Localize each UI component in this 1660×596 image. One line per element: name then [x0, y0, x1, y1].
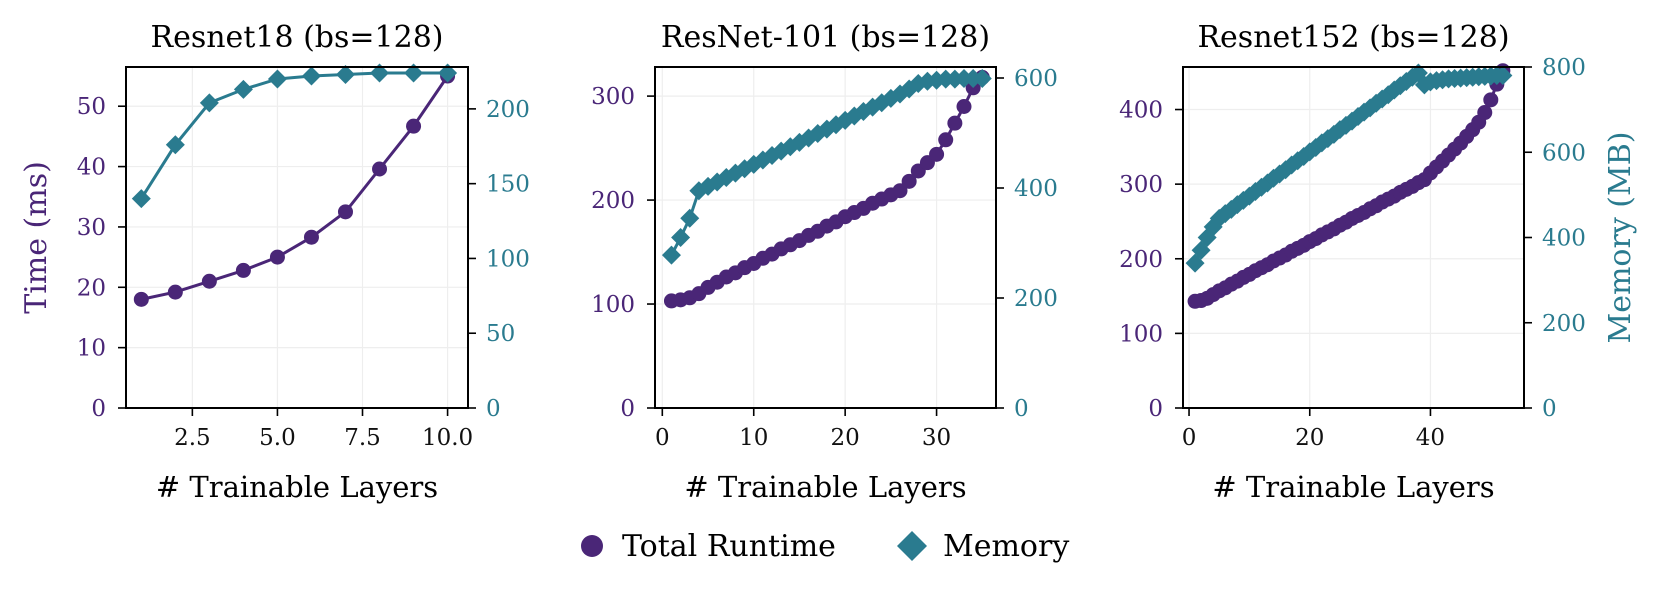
x-axis-label: # Trainable Layers	[156, 470, 438, 504]
runtime-point	[892, 183, 908, 199]
y-left-tick-label: 100	[1119, 321, 1163, 347]
runtime-series-line	[140, 75, 449, 301]
memory-series-line	[140, 71, 448, 200]
y-right-tick-label: 0	[486, 396, 501, 422]
x-axis-label: # Trainable Layers	[1212, 470, 1494, 504]
y-right-tick-label: 400	[1542, 226, 1586, 252]
y-left-tick-label: 40	[77, 155, 106, 181]
runtime-point	[947, 115, 963, 131]
x-tick-label: 20	[1295, 425, 1324, 451]
legend-memory-marker	[897, 531, 927, 561]
runtime-point	[133, 291, 149, 307]
memory-point	[438, 63, 458, 83]
runtime-point	[938, 132, 954, 148]
chart-title: ResNet-101 (bs=128)	[661, 20, 990, 55]
runtime-point	[303, 229, 319, 245]
y-left-tick-label: 200	[1119, 247, 1163, 273]
y-left-tick-label: 400	[1119, 98, 1163, 124]
y-left-tick-label: 300	[1119, 172, 1163, 198]
memory-point	[671, 228, 691, 247]
y-right-tick-label: 200	[486, 97, 530, 123]
x-tick-label: 2.5	[174, 425, 211, 451]
x-tick-label: 7.5	[344, 425, 381, 451]
memory-series-line	[1193, 70, 1503, 264]
chart-title: Resnet152 (bs=128)	[1197, 20, 1509, 55]
y-left-tick-label: 50	[77, 94, 106, 120]
y-right-tick-label: 0	[1014, 396, 1029, 422]
y-left-axis-label: Time (ms)	[19, 161, 54, 314]
memory-point	[131, 189, 151, 209]
runtime-point	[372, 161, 388, 177]
y-left-tick-label: 200	[591, 188, 635, 214]
y-left-tick-label: 0	[91, 396, 106, 422]
x-tick-label: 40	[1416, 425, 1445, 451]
memory-point	[199, 93, 219, 113]
plot-frame	[125, 66, 469, 409]
runtime-point	[201, 273, 217, 289]
y-right-tick-label: 600	[1542, 140, 1586, 166]
runtime-point	[901, 173, 917, 189]
memory-point	[680, 208, 700, 228]
y-left-tick-label: 100	[591, 292, 635, 318]
y-left-tick-label: 0	[1148, 396, 1163, 422]
x-tick-label: 0	[655, 425, 670, 451]
memory-point	[267, 69, 287, 89]
runtime-point	[235, 262, 251, 278]
memory-point	[404, 63, 424, 83]
legend-runtime-label: Total Runtime	[622, 529, 836, 564]
x-tick-label: 0	[1182, 425, 1197, 451]
plot-frame	[654, 66, 997, 409]
y-right-tick-label: 800	[1542, 55, 1586, 81]
legend: Total Runtime Memory	[581, 529, 1069, 564]
x-tick-label: 20	[831, 425, 860, 451]
memory-point	[972, 69, 992, 89]
x-tick-label: 10	[739, 425, 768, 451]
y-right-tick-label: 200	[1014, 286, 1058, 312]
y-left-tick-label: 10	[77, 336, 106, 362]
chart-panel-1: 2.5 5.0 7.5 10.0 0 10 20 30 40 50 0 50 100 150 200 Resn…	[19, 20, 530, 504]
y-left-tick-label: 0	[620, 396, 635, 422]
x-tick-label: 10.0	[422, 425, 473, 451]
x-tick-label: 30	[922, 425, 951, 451]
runtime-point	[1483, 92, 1499, 108]
runtime-point	[929, 146, 945, 162]
runtime-point	[406, 118, 422, 134]
y-right-tick-label: 0	[1542, 396, 1557, 422]
memory-point	[661, 245, 681, 265]
memory-point	[1493, 66, 1513, 86]
y-left-tick-label: 30	[77, 215, 106, 241]
memory-point	[335, 64, 355, 84]
y-right-tick-label: 50	[486, 321, 515, 347]
runtime-point	[1477, 105, 1493, 121]
y-right-tick-label: 100	[486, 246, 530, 272]
y-right-tick-label: 400	[1014, 176, 1058, 202]
y-right-tick-label: 150	[486, 172, 530, 198]
y-right-tick-label: 200	[1542, 311, 1586, 337]
legend-memory-label: Memory	[943, 529, 1069, 564]
memory-point	[301, 66, 321, 86]
runtime-point	[167, 284, 183, 300]
x-axis-label: # Trainable Layers	[684, 470, 966, 504]
runtime-series-line	[1194, 70, 1505, 303]
runtime-point	[337, 204, 353, 220]
legend-runtime-marker	[581, 535, 603, 557]
runtime-point	[269, 249, 285, 265]
y-right-tick-label: 600	[1014, 66, 1058, 92]
y-left-tick-label: 300	[591, 84, 635, 110]
y-left-tick-label: 20	[77, 275, 106, 301]
memory-point	[370, 63, 390, 83]
x-tick-label: 5.0	[259, 425, 296, 451]
chart-title: Resnet18 (bs=128)	[151, 20, 444, 55]
chart-panel-3: 0 20 4001002003004000200400600800Resnet152…	[1119, 20, 1638, 504]
memory-point	[165, 135, 185, 155]
y-right-axis-label: Memory (MB)	[1603, 132, 1638, 344]
memory-point	[233, 79, 253, 99]
runtime-point	[956, 99, 972, 115]
